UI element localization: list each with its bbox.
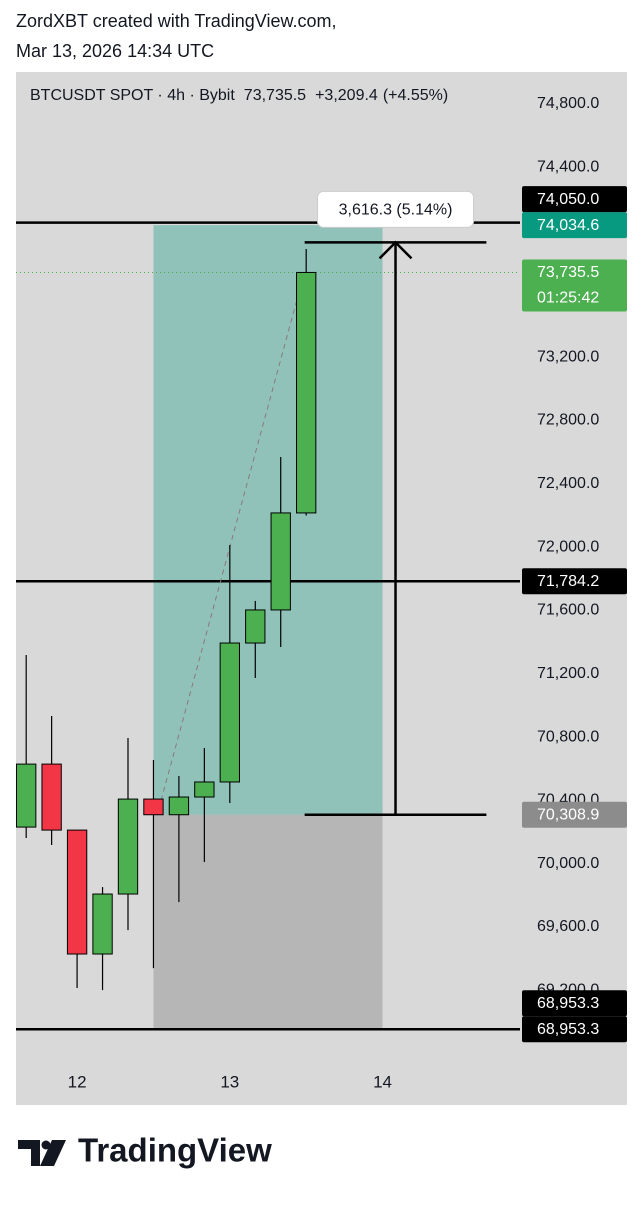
price-label-box bbox=[522, 212, 627, 239]
candle-body bbox=[270, 512, 291, 611]
candle-body bbox=[168, 796, 190, 816]
y-tick-label: 70,000.0 bbox=[537, 855, 599, 872]
y-tick-label: 73,200.0 bbox=[537, 348, 599, 365]
candle-body bbox=[66, 829, 88, 955]
change: +3,209.4 bbox=[315, 87, 378, 104]
legend: BTCUSDT SPOT · 4h · Bybit 73,735.5 +3,209.… bbox=[30, 87, 448, 104]
price-label-box bbox=[522, 990, 627, 1017]
x-tick-label: 12 bbox=[68, 1072, 87, 1091]
price-label-box bbox=[522, 568, 627, 595]
measure-arrow-head bbox=[378, 240, 413, 260]
y-tick-label: 74,800.0 bbox=[537, 95, 599, 112]
y-tick-label: 72,400.0 bbox=[537, 475, 599, 492]
candle-body bbox=[219, 642, 240, 783]
price-label: 71,784.2 bbox=[537, 573, 599, 590]
logo-icon bbox=[18, 1140, 66, 1166]
y-tick-label: 71,600.0 bbox=[537, 602, 599, 619]
price-label-box bbox=[522, 186, 627, 213]
x-tick-label: 14 bbox=[373, 1072, 392, 1091]
price-label-box bbox=[522, 1016, 627, 1043]
candle-body bbox=[245, 609, 266, 644]
candle-body bbox=[41, 763, 62, 831]
countdown: 01:25:42 bbox=[537, 290, 599, 307]
price-label: 73,735.5 bbox=[537, 264, 599, 281]
target-zone bbox=[153, 225, 383, 815]
y-tick-label: 70,800.0 bbox=[537, 728, 599, 745]
price-label: 68,953.3 bbox=[537, 995, 599, 1012]
candle-body bbox=[143, 798, 164, 816]
date-line: Mar 13, 2026 14:34 UTC bbox=[16, 41, 214, 61]
x-tick-label: 13 bbox=[220, 1072, 239, 1091]
candle-body bbox=[296, 271, 317, 514]
plot: 69,200.069,600.070,000.070,400.070,800.0… bbox=[16, 95, 627, 1091]
y-tick-label: 71,200.0 bbox=[537, 665, 599, 682]
last-price: 73,735.5 bbox=[244, 87, 306, 104]
price-label: 70,308.9 bbox=[537, 806, 599, 823]
price-label-box bbox=[522, 259, 627, 312]
change-pct: (+4.55%) bbox=[383, 87, 448, 104]
logo-dot bbox=[41, 1140, 51, 1150]
logo-text: TradingView bbox=[78, 1132, 272, 1169]
price-label-box bbox=[522, 801, 627, 828]
measure-label-box bbox=[317, 190, 475, 228]
price-label: 74,050.0 bbox=[537, 191, 599, 208]
y-tick-label: 74,400.0 bbox=[537, 158, 599, 175]
y-tick-label: 72,800.0 bbox=[537, 412, 599, 429]
candle-body bbox=[92, 893, 113, 955]
symbol: BTCUSDT SPOT · 4h · Bybit bbox=[30, 87, 235, 104]
logo: TradingView bbox=[18, 1132, 272, 1169]
candle-body bbox=[16, 763, 37, 828]
measure-label: 3,616.3 (5.14%) bbox=[339, 202, 453, 219]
y-tick-label: 69,600.0 bbox=[537, 918, 599, 935]
y-tick-label: 72,000.0 bbox=[537, 538, 599, 555]
price-label: 68,953.3 bbox=[537, 1021, 599, 1038]
candle-body bbox=[194, 781, 215, 798]
price-label: 74,034.6 bbox=[537, 217, 599, 234]
stop-zone bbox=[153, 814, 383, 1030]
author-line: ZordXBT created with TradingView.com, bbox=[16, 11, 336, 31]
candle-body bbox=[117, 798, 139, 895]
